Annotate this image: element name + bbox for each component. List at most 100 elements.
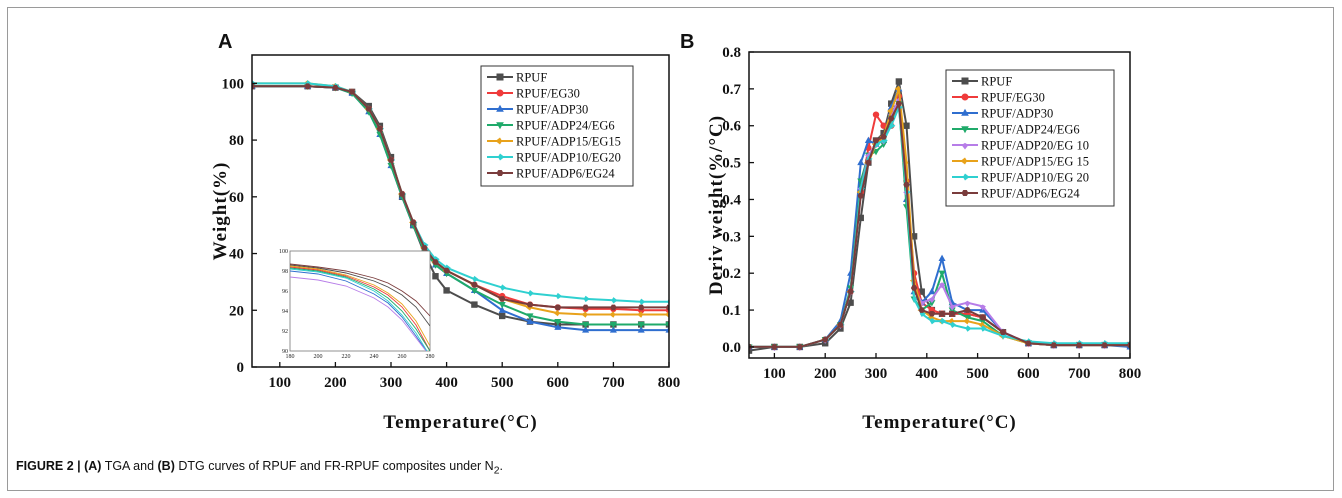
panel-a-legend-marker-rpuf-adp24-eg6 — [496, 122, 504, 130]
panel-a-inset-xtick-240: 240 — [370, 354, 379, 360]
panel-b-point-rpuf-adp24-eg6-9 — [880, 141, 888, 149]
panel-a-point-rpuf-adp6-eg24-2 — [332, 84, 339, 91]
panel-b-legend-label-rpuf-adp30: RPUF/ADP30 — [981, 107, 1053, 121]
panel-a-legend-marker-rpuf-eg30 — [496, 89, 504, 97]
panel-a-xtick-label-300: 300 — [380, 375, 403, 391]
panel-b-point-rpuf-adp15-eg-15-10 — [887, 107, 894, 115]
panel-b-legend-marker-rpuf — [961, 77, 969, 85]
caption-subscript: 2 — [493, 465, 500, 477]
panel-a-point-rpuf-adp24-eg6-17 — [609, 321, 617, 329]
panel-b-point-rpuf-adp6-eg24-1 — [771, 344, 778, 350]
panel-b-point-rpuf-eg30-8 — [872, 111, 880, 118]
panel-b-point-rpuf-adp6-eg24-2 — [796, 344, 803, 350]
panel-a-inset-line-adp30 — [290, 270, 428, 351]
panel-b-point-rpuf-adp6-eg24-23 — [1076, 342, 1083, 348]
panel-b-ytick-label-0-6: 0.6 — [722, 119, 741, 135]
panel-b-xtick-label-600: 600 — [1017, 366, 1040, 382]
panel-a-point-rpuf-adp24-eg6-13 — [498, 302, 506, 309]
panel-b-ytick-label-0: 0.0 — [722, 340, 741, 356]
panel-b-xtick-label-300: 300 — [865, 366, 888, 382]
panel-a-point-rpuf-adp6-eg24-16 — [582, 304, 589, 311]
panel-b-legend-marker-rpuf-adp24-eg6 — [961, 126, 969, 134]
panel-b-point-rpuf-adp10-eg-20-19 — [980, 325, 987, 332]
panel-a-point-rpuf-11 — [443, 287, 450, 294]
panel-b-point-rpuf-adp6-eg24-10 — [888, 115, 895, 122]
panel-a-point-rpuf-adp30-18 — [637, 326, 645, 333]
panel-a-inset-ytick-98: 98 — [282, 269, 288, 275]
panel-b-point-rpuf-adp6-eg24-3 — [822, 336, 829, 343]
panel-b-legend-marker-rpuf-eg30 — [961, 93, 969, 101]
panel-a-point-rpuf-adp10-eg20-14 — [528, 290, 535, 297]
panel-a-inset-xtick-280: 280 — [426, 354, 435, 360]
panel-b-point-rpuf-adp20-eg-10-15 — [928, 297, 936, 304]
panel-a-point-rpuf-adp30-16 — [582, 326, 590, 333]
panel-b-legend-label-rpuf-adp20-eg-10: RPUF/ADP20/EG 10 — [981, 139, 1089, 153]
caption-text-1: TGA and — [101, 459, 158, 473]
panel-b-point-rpuf-adp6-eg24-16 — [938, 310, 946, 317]
panel-b-point-rpuf-adp20-eg-10-18 — [964, 300, 971, 307]
panel-a-legend-marker-rpuf-adp30 — [496, 104, 504, 112]
panel-b-point-rpuf-adp10-eg-20-15 — [929, 317, 937, 325]
panel-a-legend-label-rpuf-adp30: RPUF/ADP30 — [516, 103, 588, 117]
panel-b-point-rpuf-adp6-eg24-20 — [999, 329, 1007, 335]
panel-b-point-rpuf-adp24-eg6-17 — [948, 307, 956, 314]
panel-b-point-rpuf-adp15-eg-15-11 — [894, 85, 901, 93]
panel-b-point-rpuf-5 — [847, 299, 854, 306]
panel-a-point-rpuf-adp6-eg24-7 — [398, 191, 406, 197]
panel-a-inset-line-adp6eg24 — [290, 263, 430, 317]
panel-a-point-rpuf-adp15-eg15-16 — [581, 311, 588, 318]
panel-a-inset-series — [290, 263, 430, 351]
panel-b-legend-box — [945, 69, 1115, 207]
panel-a-point-rpuf-10 — [432, 273, 439, 280]
panel-b-ytick-label-0-1: 0.1 — [722, 303, 741, 319]
caption-part-b-letter: (B) — [157, 459, 175, 473]
figure-caption: FIGURE 2 | (A) TGA and (B) DTG curves of… — [16, 459, 503, 477]
panel-a-inset-ytick-92: 92 — [282, 329, 288, 335]
panel-a-letter: A — [218, 31, 232, 53]
panel-a-ytick-label-20: 20 — [229, 303, 244, 319]
panel-b-legend-marker-rpuf-adp6-eg24 — [961, 189, 969, 197]
panel-a-point-rpuf-adp6-eg24-0 — [252, 83, 256, 89]
panel-b-point-rpuf-adp20-eg-10-19 — [979, 304, 986, 311]
panel-a-xtick-label-500: 500 — [491, 375, 514, 391]
panel-a-point-rpuf-adp30-14 — [526, 317, 534, 325]
panel-b-legend-label-rpuf-eg30: RPUF/EG30 — [981, 91, 1045, 105]
panel-b-point-rpuf-adp6-eg24-18 — [964, 307, 971, 313]
panel-a-point-rpuf-adp6-eg24-11 — [443, 267, 450, 274]
panel-b-point-rpuf-adp20-eg-10-16 — [938, 282, 946, 289]
panel-a-point-rpuf-adp6-eg24-4 — [365, 106, 372, 112]
panel-a-ytick-label-0: 0 — [237, 360, 245, 376]
panel-a-point-rpuf-adp15-eg15-19 — [664, 311, 669, 318]
panel-b-ytick-label-0-7: 0.7 — [722, 82, 741, 98]
panel-b-point-rpuf-11 — [895, 78, 903, 85]
panel-b-ytick-label-0-8: 0.8 — [722, 45, 741, 61]
panel-b-xtick-label-500: 500 — [966, 366, 989, 382]
caption-text-2: DTG curves of RPUF and FR-RPUF composite… — [174, 459, 494, 473]
panel-b-point-rpuf-adp10-eg-20-16 — [940, 317, 947, 325]
panel-b-point-rpuf-adp30-6 — [857, 158, 865, 166]
caption-text-3: . — [499, 459, 503, 473]
panel-a-inset-line-eg30 — [290, 266, 430, 351]
panel-b-letter: B — [680, 31, 694, 53]
panel-a-point-rpuf-adp15-eg15-18 — [637, 311, 644, 318]
panel-b-legend-label-rpuf-adp10-eg-20: RPUF/ADP10/EG 20 — [981, 171, 1089, 185]
panel-b-point-rpuf-adp30-16 — [938, 254, 946, 262]
panel-a-point-rpuf-adp24-eg6-14 — [526, 313, 534, 320]
panel-a-point-rpuf-adp10-eg20-15 — [555, 292, 562, 300]
panel-b-point-rpuf-adp24-eg6-16 — [938, 270, 946, 278]
panel-a-chart: A 100 200 300 400 500 600 700 800 0 20 40 60 80 100 Tem… — [210, 31, 680, 433]
panel-a-plot-frame — [251, 54, 670, 368]
panel-a-point-rpuf-adp30-13 — [498, 306, 506, 313]
panel-a-ytick-label-60: 60 — [229, 190, 244, 206]
panel-a-xtick-label-800: 800 — [658, 375, 681, 391]
panel-a-point-rpuf-adp6-eg24-3 — [348, 89, 356, 95]
panel-b-point-rpuf-eg30-9 — [880, 122, 887, 129]
panel-a-point-rpuf-adp6-eg24-14 — [526, 301, 534, 308]
panel-a-point-rpuf-adp6-eg24-15 — [554, 304, 561, 311]
panel-a-point-rpuf-adp24-eg6-18 — [637, 321, 645, 329]
panel-b-point-rpuf-adp15-eg-15-18 — [963, 317, 970, 325]
panel-a-inset-line-adp24eg6 — [290, 267, 430, 351]
panel-a-legend-marker-rpuf — [496, 73, 504, 81]
panel-b-point-rpuf-adp6-eg24-17 — [949, 310, 956, 317]
panel-a-point-rpuf-adp30-17 — [609, 326, 617, 333]
